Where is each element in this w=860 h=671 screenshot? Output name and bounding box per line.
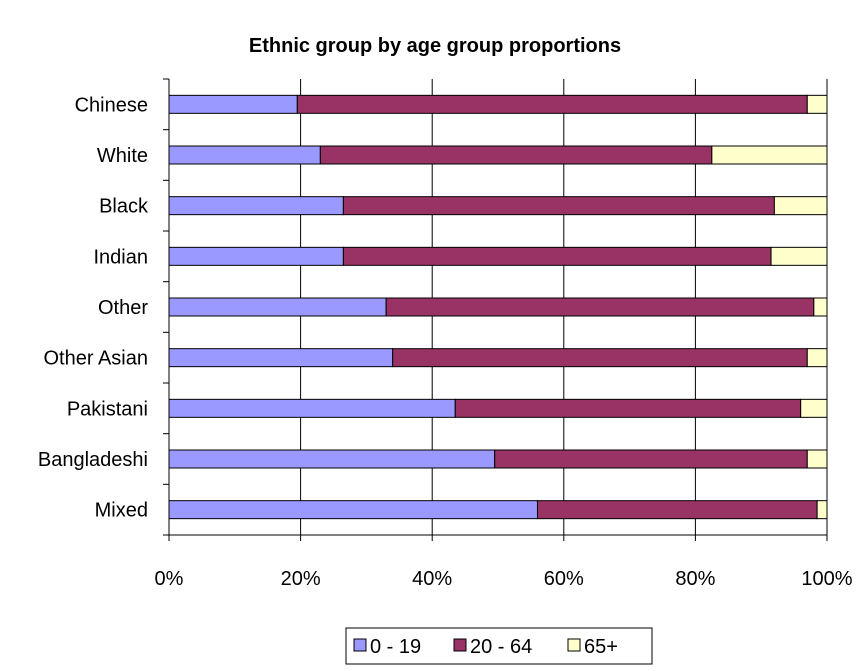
bar-segment	[168, 348, 394, 368]
x-tick-label: 80%	[675, 568, 715, 590]
bar-segment	[816, 500, 828, 520]
bar-segment	[392, 348, 808, 368]
bar-segment	[168, 94, 298, 114]
bar-segment	[342, 246, 772, 266]
bar-segment	[296, 94, 808, 114]
category-label: White	[97, 145, 148, 167]
bars	[168, 94, 828, 520]
legend: 0 - 19 20 - 64 65+	[345, 627, 653, 665]
bar-segment	[711, 145, 828, 165]
bar-segment	[813, 297, 828, 317]
legend-label: 0 - 19	[370, 636, 421, 658]
category-label: Black	[99, 196, 149, 218]
category-label: Mixed	[95, 500, 148, 522]
category-label: Indian	[94, 246, 149, 268]
bar-segment	[536, 500, 818, 520]
legend-swatch	[353, 638, 367, 652]
bar-segment	[168, 196, 344, 216]
x-tick-label: 20%	[281, 568, 321, 590]
category-label: Bangladeshi	[38, 449, 148, 471]
bar-segment	[168, 246, 344, 266]
legend-swatch	[453, 638, 467, 652]
x-tick-label: 40%	[412, 568, 452, 590]
x-tick-label: 0%	[155, 568, 184, 590]
x-tick-label: 100%	[801, 568, 852, 590]
bar-segment	[800, 398, 828, 418]
legend-box	[345, 627, 653, 665]
legend-swatch	[567, 638, 581, 652]
bar-segment	[168, 500, 538, 520]
category-label: Chinese	[75, 94, 148, 116]
chart-title: Ethnic group by age group proportions	[249, 35, 621, 57]
bar-segment	[385, 297, 815, 317]
bar-segment	[806, 348, 828, 368]
bar-segment	[168, 145, 321, 165]
bar-segment	[319, 145, 713, 165]
category-label: Other Asian	[43, 348, 148, 370]
bar-segment	[773, 196, 828, 216]
legend-label: 65+	[584, 636, 618, 658]
bar-segment	[806, 449, 828, 469]
axis-labels: 0% 20% 40% 60% 80% 100% Chinese White Black India…	[38, 94, 853, 590]
category-label: Pakistani	[67, 398, 148, 420]
bar-segment	[168, 398, 456, 418]
category-label: Other	[98, 297, 148, 319]
legend-label: 20 - 64	[470, 636, 532, 658]
bar-segment	[342, 196, 775, 216]
bar-segment	[770, 246, 828, 266]
axes	[163, 78, 828, 541]
bar-segment	[806, 94, 828, 114]
x-tick-label: 60%	[544, 568, 584, 590]
bar-segment	[168, 449, 496, 469]
bar-segment	[168, 297, 387, 317]
bar-segment	[454, 398, 802, 418]
bar-segment	[494, 449, 808, 469]
